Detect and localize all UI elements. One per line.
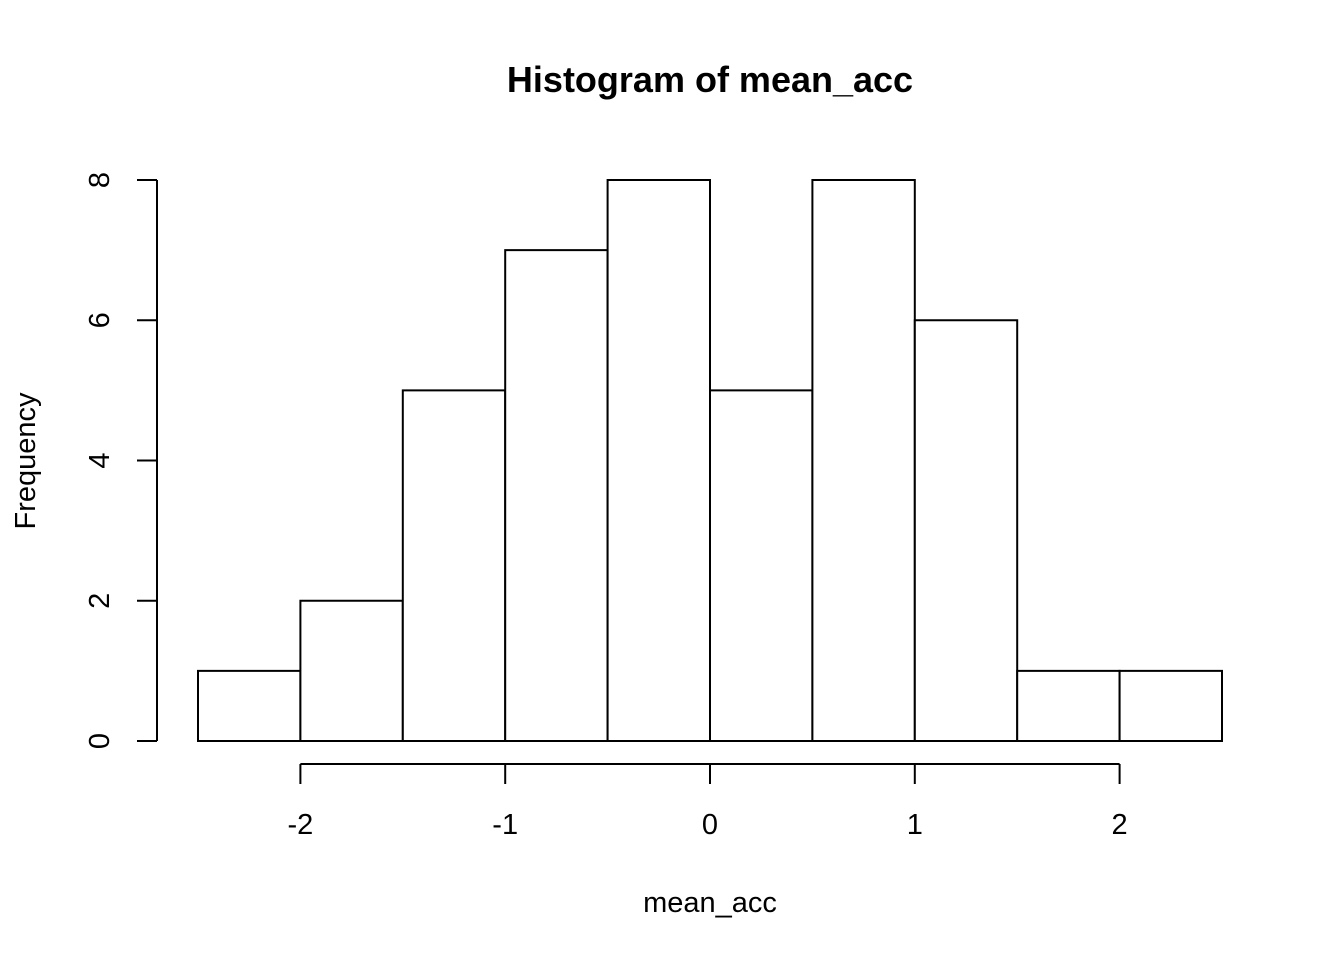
y-axis-label: Frequency xyxy=(10,392,42,530)
x-tick-label: 2 xyxy=(1112,809,1128,841)
histogram-bar xyxy=(504,249,609,742)
y-axis: 0 2 4 6 8 xyxy=(84,172,158,749)
histogram-bar xyxy=(1016,669,1121,742)
histogram-bar xyxy=(709,389,814,742)
x-axis-label: mean_acc xyxy=(643,887,777,919)
x-axis: -2 -1 0 1 2 xyxy=(288,763,1128,841)
y-tick-label: 0 xyxy=(84,733,116,749)
histogram-bar xyxy=(299,599,404,742)
histogram-bar xyxy=(401,389,507,742)
bars-group xyxy=(197,179,1223,742)
x-tick-label: -1 xyxy=(492,809,518,841)
y-tick-label: 4 xyxy=(84,452,116,468)
x-tick-label: 0 xyxy=(702,809,718,841)
y-tick-label: 8 xyxy=(84,172,116,188)
histogram-bar xyxy=(197,669,302,742)
histogram-bar xyxy=(913,319,1019,742)
y-tick-label: 2 xyxy=(84,593,116,609)
histogram-bar xyxy=(1118,669,1223,742)
x-tick-label: 1 xyxy=(907,809,923,841)
y-tick-label: 6 xyxy=(84,312,116,328)
x-tick-label: -2 xyxy=(288,809,314,841)
chart-title: Histogram of mean_acc xyxy=(507,59,913,100)
histogram-bar xyxy=(606,179,711,742)
histogram-bar xyxy=(811,179,916,742)
